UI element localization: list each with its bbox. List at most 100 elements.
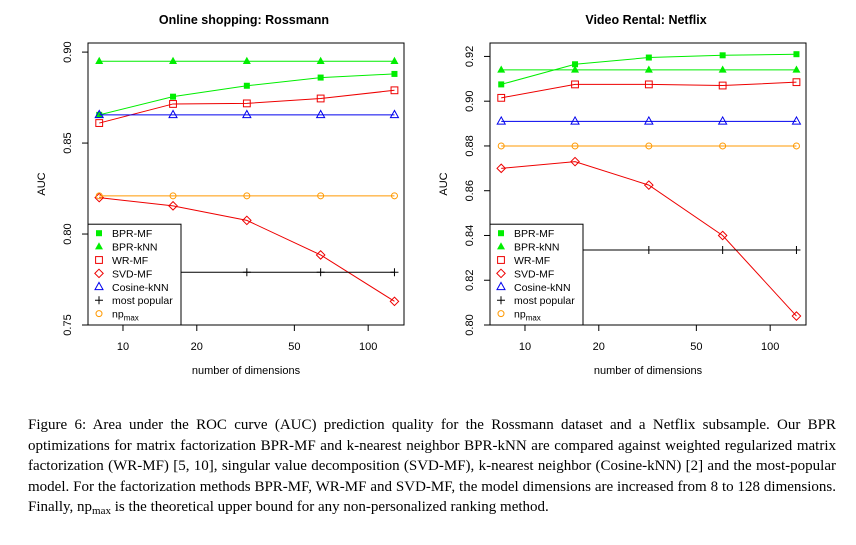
legend-marker bbox=[497, 256, 505, 264]
data-point bbox=[243, 192, 251, 200]
data-point bbox=[169, 192, 177, 200]
legend-label: most popular bbox=[514, 295, 575, 307]
data-point bbox=[95, 56, 104, 64]
data-point bbox=[315, 250, 326, 260]
y-tick-label: 0.82 bbox=[464, 270, 476, 291]
caption-text-2: is the theoretical upper bound for any n… bbox=[110, 499, 549, 516]
data-point bbox=[792, 246, 801, 255]
data-point bbox=[316, 268, 325, 277]
data-point bbox=[792, 78, 801, 87]
y-axis-label: AUC bbox=[36, 172, 48, 195]
x-axis-label: number of dimensions bbox=[192, 365, 301, 377]
x-tick-label: 100 bbox=[359, 341, 377, 353]
data-point bbox=[718, 65, 727, 73]
legend-marker bbox=[96, 230, 102, 237]
series-line bbox=[99, 73, 395, 116]
data-point bbox=[570, 115, 580, 125]
chart-title: Online shopping: Rossmann bbox=[159, 13, 329, 27]
data-point bbox=[719, 142, 727, 150]
y-tick-label: 0.80 bbox=[464, 314, 476, 335]
legend-label: BPR-kNN bbox=[514, 242, 560, 254]
data-point bbox=[169, 100, 177, 108]
legend-box bbox=[489, 223, 584, 326]
legend-marker bbox=[95, 310, 103, 318]
data-point bbox=[717, 230, 728, 241]
data-point bbox=[792, 142, 800, 150]
data-point bbox=[241, 215, 252, 226]
y-tick-label: 0.88 bbox=[464, 135, 476, 156]
data-point bbox=[718, 246, 727, 255]
data-point bbox=[241, 109, 252, 119]
data-point bbox=[643, 115, 654, 125]
series-line bbox=[501, 81, 797, 99]
x-tick-label: 50 bbox=[690, 341, 702, 353]
data-point bbox=[645, 142, 653, 150]
data-point bbox=[242, 56, 251, 64]
caption-subscript: max bbox=[92, 505, 111, 518]
data-point bbox=[719, 52, 726, 59]
legend-marker bbox=[496, 268, 506, 279]
data-point bbox=[718, 81, 727, 90]
x-tick-label: 50 bbox=[288, 341, 300, 353]
data-point bbox=[793, 51, 800, 58]
data-point bbox=[792, 65, 801, 73]
data-point bbox=[389, 109, 400, 119]
chart-title: Video Rental: Netflix bbox=[585, 13, 706, 27]
y-tick-label: 0.80 bbox=[62, 223, 74, 244]
y-tick-label: 0.75 bbox=[62, 314, 74, 335]
chart-rossmann: Online shopping: Rossmann 10 20 50 100 number… bbox=[36, 13, 405, 377]
x-tick-label: 20 bbox=[191, 341, 203, 353]
legend-label: BPR-kNN bbox=[112, 242, 158, 254]
x-tick-label: 20 bbox=[593, 341, 605, 353]
series-line bbox=[99, 197, 395, 302]
legend-label: WR-MF bbox=[112, 255, 148, 267]
data-point bbox=[645, 54, 652, 61]
y-tick-label: 0.84 bbox=[464, 225, 476, 246]
data-point bbox=[94, 109, 105, 119]
data-point bbox=[168, 109, 178, 119]
data-point bbox=[791, 311, 802, 321]
x-tick-label: 100 bbox=[761, 341, 779, 353]
legend-marker bbox=[94, 281, 104, 291]
series-line bbox=[501, 161, 797, 317]
plot-frame bbox=[87, 42, 405, 326]
data-point bbox=[315, 109, 326, 119]
data-point bbox=[95, 192, 103, 200]
x-tick-label: 10 bbox=[117, 341, 129, 353]
y-axis-label: AUC bbox=[438, 172, 450, 195]
caption-text-1: Figure 6: Area under the ROC curve (AUC)… bbox=[28, 417, 836, 516]
data-point bbox=[717, 115, 728, 125]
legend-marker bbox=[498, 230, 504, 237]
legend-marker bbox=[497, 242, 505, 250]
data-point bbox=[243, 82, 250, 89]
data-point bbox=[316, 56, 325, 64]
legend-label: BPR-MF bbox=[112, 228, 152, 240]
data-point bbox=[390, 56, 399, 64]
data-point bbox=[169, 56, 178, 64]
data-point bbox=[316, 94, 325, 103]
y-tick-label: 0.92 bbox=[464, 46, 476, 67]
legend-label-subscript: max bbox=[124, 314, 139, 323]
data-point bbox=[317, 74, 324, 81]
legend-label: SVD-MF bbox=[514, 268, 554, 280]
y-tick-label: 0.85 bbox=[62, 132, 74, 153]
data-point bbox=[170, 93, 177, 100]
data-point bbox=[317, 192, 325, 200]
legend-box bbox=[87, 223, 182, 326]
data-point bbox=[496, 163, 507, 174]
legend-label: Cosine-kNN bbox=[514, 282, 571, 294]
figure-caption: Figure 6: Area under the ROC curve (AUC)… bbox=[28, 415, 836, 522]
y-tick-label: 0.86 bbox=[464, 180, 476, 201]
data-point bbox=[95, 119, 104, 127]
data-point bbox=[242, 268, 251, 277]
legend-label-subscript: max bbox=[526, 314, 541, 323]
data-point bbox=[571, 80, 579, 89]
data-point bbox=[242, 99, 251, 108]
legend-marker bbox=[95, 242, 103, 250]
legend-label: WR-MF bbox=[514, 255, 550, 267]
data-point bbox=[496, 115, 507, 125]
legend-marker bbox=[95, 296, 103, 305]
legend-marker bbox=[496, 281, 506, 291]
data-point bbox=[391, 70, 398, 77]
